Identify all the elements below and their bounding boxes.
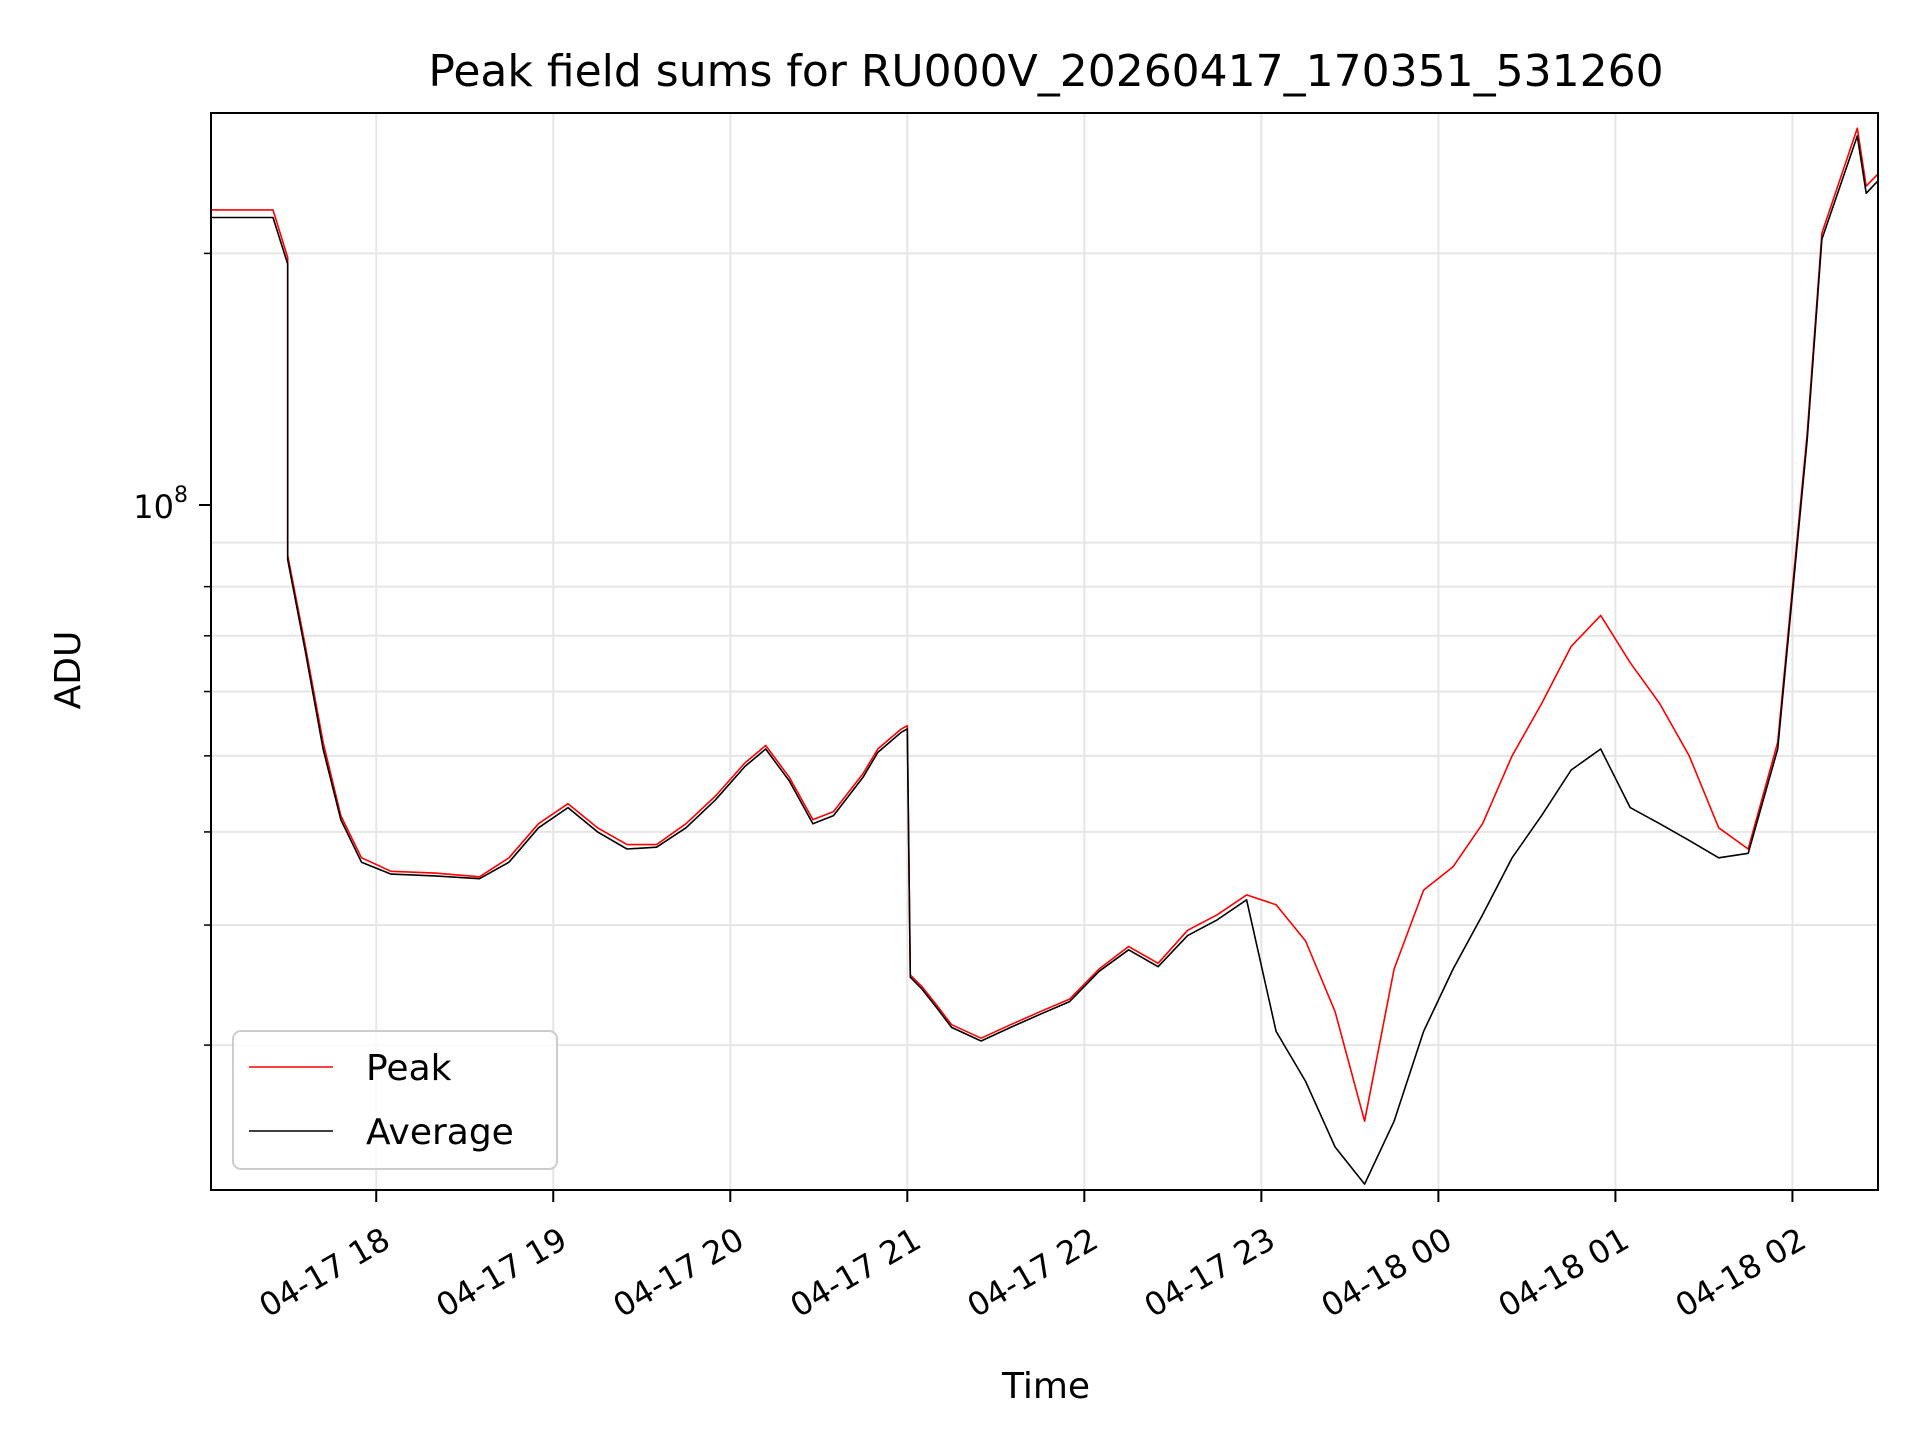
chart-title: Peak field sums for RU000V_20260417_1703… xyxy=(428,46,1663,97)
y-tick-label: 108 xyxy=(133,483,188,526)
y-major-tick: 108 xyxy=(133,483,211,526)
y-minor-ticks xyxy=(204,252,211,1046)
grid xyxy=(211,113,1878,1190)
series-lines xyxy=(211,127,1879,1185)
y-axis-label: ADU xyxy=(48,631,89,710)
x-axis-label: Time xyxy=(1001,1366,1090,1407)
series-line-average xyxy=(211,135,1879,1185)
series-line-peak xyxy=(211,127,1879,1122)
legend-average-label: Average xyxy=(366,1112,514,1153)
legend-box xyxy=(232,1030,558,1170)
legend-peak-label: Peak xyxy=(366,1048,452,1089)
y-tick-exponent: 8 xyxy=(174,483,188,508)
y-tick-base: 10 xyxy=(133,488,174,526)
plot-frame xyxy=(210,112,1879,1191)
legend: Peak Average xyxy=(232,1030,558,1170)
